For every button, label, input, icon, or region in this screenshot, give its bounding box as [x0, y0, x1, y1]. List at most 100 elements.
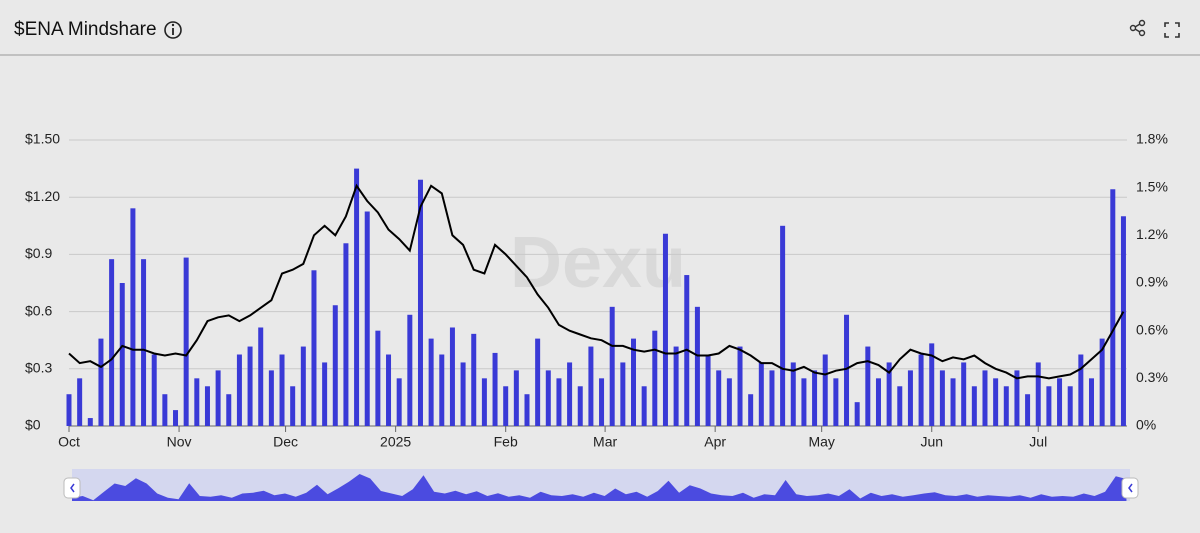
- bar: [1078, 354, 1084, 426]
- bar: [875, 378, 881, 426]
- navigator[interactable]: [72, 474, 1127, 501]
- x-tick-label: Jun: [920, 434, 943, 450]
- bar: [460, 362, 466, 426]
- share-icon[interactable]: [1129, 19, 1146, 37]
- y-tick-label: $1.50: [25, 131, 60, 147]
- bar: [173, 410, 179, 426]
- bar: [449, 327, 455, 426]
- bar: [705, 354, 711, 426]
- bar: [812, 370, 818, 426]
- bar: [439, 354, 445, 426]
- bar: [1110, 189, 1116, 426]
- bar: [609, 306, 615, 426]
- x-tick-label: Feb: [494, 434, 518, 450]
- navigator-right-handle[interactable]: [1121, 477, 1139, 499]
- bar: [119, 283, 125, 426]
- bar: [758, 362, 764, 426]
- bar: [258, 327, 264, 426]
- bar: [939, 370, 945, 426]
- bar: [662, 233, 668, 426]
- bar: [599, 378, 605, 426]
- bar: [77, 378, 83, 426]
- bar: [929, 343, 935, 426]
- bar: [396, 378, 402, 426]
- bar: [130, 208, 136, 426]
- bar: [322, 362, 328, 426]
- bar: [673, 346, 679, 426]
- bar: [833, 378, 839, 426]
- y-tick-label: $0.9: [25, 245, 52, 261]
- y-tick-label: $0: [25, 417, 41, 433]
- bar: [961, 362, 967, 426]
- bar: [428, 338, 434, 426]
- bar: [1003, 386, 1009, 426]
- bar: [247, 346, 253, 426]
- bar: [407, 314, 413, 426]
- bar: [769, 370, 775, 426]
- y-tick-label: $0.6: [25, 302, 52, 318]
- bar: [417, 179, 423, 426]
- bar: [98, 338, 104, 426]
- bar: [780, 225, 786, 426]
- navigator-left-handle[interactable]: [63, 477, 81, 499]
- info-icon[interactable]: [164, 21, 182, 39]
- bar: [897, 386, 903, 426]
- bar: [1120, 216, 1126, 426]
- bar: [577, 386, 583, 426]
- bar: [907, 370, 913, 426]
- bar: [545, 370, 551, 426]
- bar: [87, 418, 93, 426]
- price-line: [68, 183, 1125, 380]
- watermark: Dexu: [510, 223, 686, 303]
- bar: [1067, 386, 1073, 426]
- bar: [982, 370, 988, 426]
- bar: [790, 362, 796, 426]
- bar: [1057, 378, 1063, 426]
- panel-title: $ENA Mindshare: [14, 19, 157, 40]
- x-tick-label: Mar: [593, 434, 617, 450]
- bar: [1088, 378, 1094, 426]
- bar: [343, 243, 349, 426]
- bar: [567, 362, 573, 426]
- bar: [1099, 338, 1105, 426]
- bar: [950, 378, 956, 426]
- y2-tick-label: 1.5%: [1136, 178, 1168, 194]
- bar: [332, 305, 338, 426]
- bar: [1025, 394, 1031, 426]
- bar: [918, 354, 924, 426]
- bar: [631, 338, 637, 426]
- bar: [194, 378, 200, 426]
- bar: [109, 259, 115, 426]
- bar: [1014, 370, 1020, 426]
- bar: [524, 394, 530, 426]
- x-tick-label: Jul: [1029, 434, 1047, 450]
- bar: [854, 402, 860, 426]
- y2-tick-label: 1.2%: [1136, 226, 1168, 242]
- fullscreen-icon[interactable]: [1164, 22, 1180, 38]
- bar: [354, 168, 360, 426]
- bar: [215, 370, 221, 426]
- bar: [311, 270, 317, 426]
- bar: [737, 346, 743, 426]
- bar: [204, 386, 210, 426]
- x-tick-label: May: [808, 434, 834, 450]
- bar: [588, 346, 594, 426]
- y-tick-label: $1.20: [25, 188, 60, 204]
- bar: [716, 370, 722, 426]
- bar: [492, 352, 498, 426]
- bar: [971, 386, 977, 426]
- bar: [162, 394, 168, 426]
- x-tick-label: 2025: [380, 434, 411, 450]
- bar: [844, 314, 850, 426]
- y2-tick-label: 1.8%: [1136, 131, 1168, 147]
- bar: [183, 257, 189, 426]
- bar: [993, 378, 999, 426]
- bar: [801, 378, 807, 426]
- bar: [226, 394, 232, 426]
- bar: [141, 259, 147, 426]
- bar: [236, 354, 242, 426]
- y2-tick-label: 0.6%: [1136, 321, 1168, 337]
- y2-tick-label: 0%: [1136, 417, 1156, 433]
